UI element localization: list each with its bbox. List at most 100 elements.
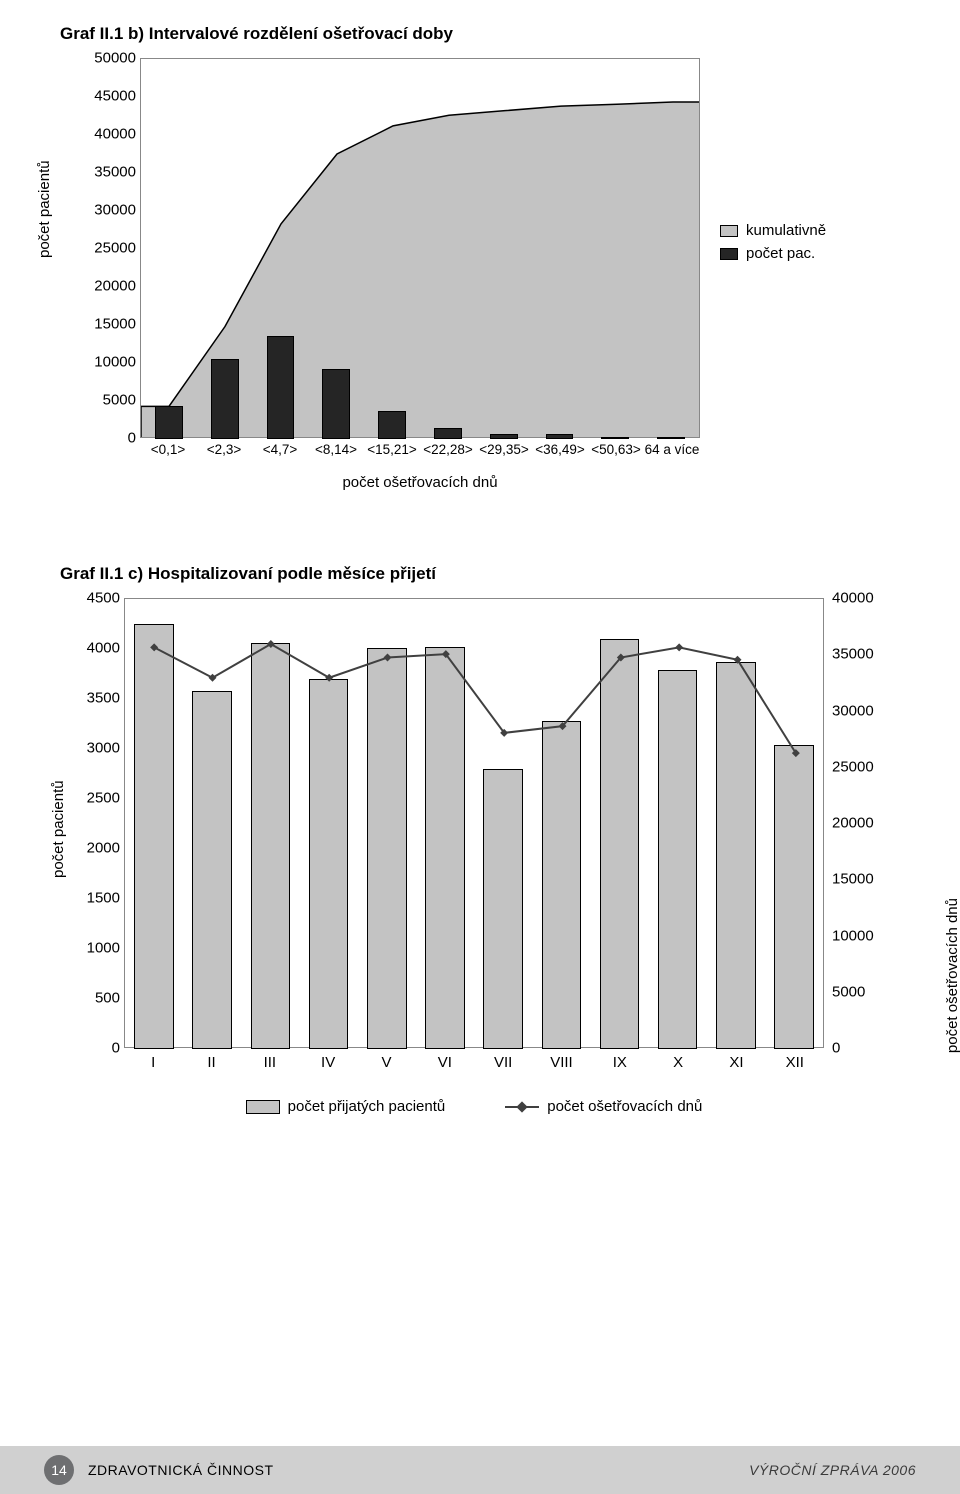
page-number: 14 [44,1455,74,1485]
legend-swatch-cumulative [720,225,738,237]
chart1: počet pacientů 0500010000150002000025000… [60,58,900,528]
chart2-y-tick-left: 3500 [70,690,120,707]
chart2-y-axis-right-label: počet ošetřovacích dnů [944,898,960,1053]
chart2-x-tick: III [241,1054,299,1076]
chart2-x-tick: XI [707,1054,765,1076]
chart2-y-ticks-right: 0500010000150002000025000300003500040000 [832,598,896,1048]
chart2-x-tick: V [357,1054,415,1076]
page: Graf II.1 b) Intervalové rozdělení ošetř… [0,0,960,1494]
chart2-x-tick: II [182,1054,240,1076]
legend-item: počet ošetřovacích dnů [505,1098,702,1115]
chart1-bar [267,336,295,439]
chart1-bar-cell [420,59,476,439]
chart1-bar [434,428,462,439]
chart1-y-tick: 10000 [80,354,136,371]
chart2-y-tick-right: 0 [832,1040,896,1057]
chart1-bar [378,411,406,439]
chart2-legend: počet přijatých pacientů počet ošetřovac… [124,1098,824,1121]
chart2-x-tick: I [124,1054,182,1076]
legend-item: počet pac. [720,245,826,262]
chart2: počet pacientů počet ošetřovacích dnů 05… [60,598,900,1158]
chart1-x-tick: 64 a více [644,442,700,464]
chart1-x-tick: <29,35> [476,442,532,464]
chart1-x-tick: <4,7> [252,442,308,464]
chart1-x-tick: <15,21> [364,442,420,464]
chart1-bar [546,434,574,439]
chart1-y-tick: 30000 [80,202,136,219]
chart1-bar [657,437,685,439]
chart2-title: Graf II.1 c) Hospitalizovaní podle měsíc… [60,564,900,584]
chart1-y-tick: 25000 [80,240,136,257]
legend-label: počet ošetřovacích dnů [547,1098,702,1115]
legend-item: počet přijatých pacientů [246,1098,446,1115]
chart1-bar-cell [587,59,643,439]
legend-swatch-bar [246,1100,280,1114]
chart1-bar [155,406,183,439]
chart1-bar-cell [253,59,309,439]
chart1-y-tick: 20000 [80,278,136,295]
chart2-y-ticks-left: 050010001500200025003000350040004500 [70,598,120,1048]
chart1-x-tick: <2,3> [196,442,252,464]
chart1-bar-cell [643,59,699,439]
chart1-y-axis-label: počet pacientů [36,160,53,258]
legend-item: kumulativně [720,222,826,239]
legend-label: počet přijatých pacientů [288,1098,446,1115]
chart2-y-tick-left: 2000 [70,840,120,857]
legend-label: kumulativně [746,222,826,239]
chart2-y-tick-right: 35000 [832,646,896,663]
chart1-bar-cell [476,59,532,439]
chart1-bar [211,359,239,439]
chart2-y-tick-right: 10000 [832,927,896,944]
chart1-bar [490,434,518,439]
chart1-x-tick: <50,63> [588,442,644,464]
chart1-y-tick: 15000 [80,316,136,333]
chart1-x-tick: <0,1> [140,442,196,464]
chart2-x-tick: VII [474,1054,532,1076]
chart1-y-tick: 35000 [80,164,136,181]
legend-swatch-patients [720,248,738,260]
chart1-x-tick: <22,28> [420,442,476,464]
chart2-plot-area [124,598,824,1048]
chart1-title: Graf II.1 b) Intervalové rozdělení ošetř… [60,24,900,44]
chart2-x-tick: IV [299,1054,357,1076]
chart1-x-tick: <8,14> [308,442,364,464]
chart1-bar-cell [197,59,253,439]
chart2-y-tick-right: 25000 [832,758,896,775]
chart2-y-tick-left: 4000 [70,640,120,657]
chart1-bar-cell [364,59,420,439]
chart1-bar-cell [308,59,364,439]
chart2-y-tick-right: 5000 [832,983,896,1000]
chart1-bar-cell [141,59,197,439]
chart2-y-tick-right: 15000 [832,871,896,888]
chart1-y-tick: 45000 [80,88,136,105]
chart2-y-tick-left: 1000 [70,940,120,957]
footer-right: VÝROČNÍ ZPRÁVA 2006 [749,1462,916,1478]
chart2-y-tick-left: 500 [70,990,120,1007]
page-footer: 14 ZDRAVOTNICKÁ ČINNOST VÝROČNÍ ZPRÁVA 2… [0,1446,960,1494]
legend-label: počet pac. [746,245,815,262]
chart2-y-tick-left: 1500 [70,890,120,907]
chart1-bar [322,369,350,439]
footer-section: ZDRAVOTNICKÁ ČINNOST [88,1462,274,1478]
chart1-x-tick: <36,49> [532,442,588,464]
chart2-x-tick: X [649,1054,707,1076]
chart1-legend: kumulativně počet pac. [720,222,826,268]
chart2-y-tick-left: 2500 [70,790,120,807]
chart2-x-tick: VIII [532,1054,590,1076]
chart2-y-tick-right: 30000 [832,702,896,719]
chart1-y-tick: 40000 [80,126,136,143]
chart1-y-tick: 50000 [80,50,136,67]
legend-swatch-line [505,1100,539,1114]
chart2-x-tick: XII [766,1054,824,1076]
chart2-y-tick-left: 0 [70,1040,120,1057]
chart2-x-ticks: IIIIIIIVVVIVIIVIIIIXXXIXII [124,1054,824,1076]
chart1-y-ticks: 0500010000150002000025000300003500040000… [80,58,136,438]
chart2-line [125,599,825,1049]
chart2-y-axis-left-label: počet pacientů [50,780,67,878]
chart1-y-tick: 0 [80,430,136,447]
chart2-y-tick-right: 20000 [832,815,896,832]
chart1-bar [601,437,629,439]
chart1-plot-area [140,58,700,438]
chart2-y-tick-left: 4500 [70,590,120,607]
chart1-x-ticks: <0,1><2,3><4,7><8,14><15,21><22,28><29,3… [140,442,700,464]
